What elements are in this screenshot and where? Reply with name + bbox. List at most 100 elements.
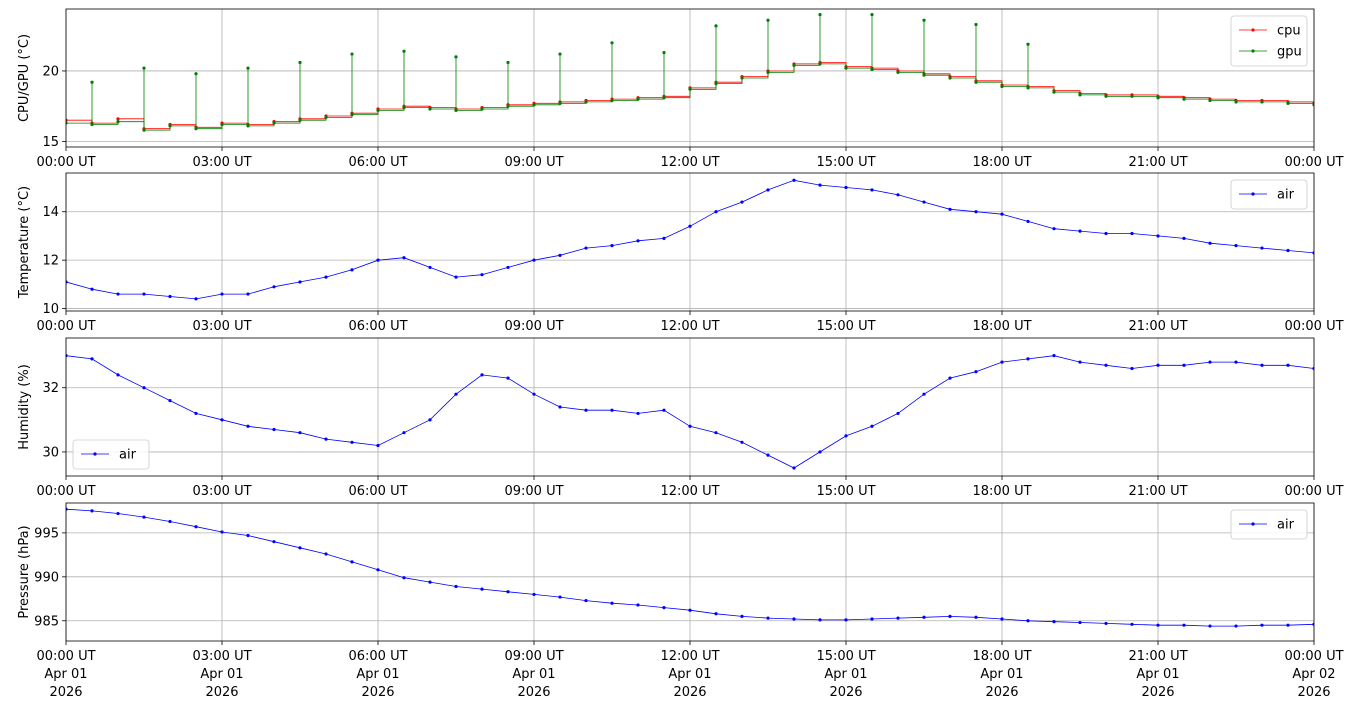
x-tick-label: 09:00 UT [504,319,563,334]
x-tick-label: 00:00 UT [36,319,95,334]
data-point-air [688,424,692,428]
data-point-air [818,618,822,622]
spike-point [298,60,302,65]
data-point-air [974,210,978,214]
spike-point [818,13,822,17]
y-tick-label: 30 [42,445,59,460]
x-tick-label: 00:00 UT [1284,155,1343,170]
spike-point [610,41,614,45]
data-point-gpu [272,121,276,125]
x-tick-date-label: Apr 01 [980,667,1023,682]
data-point-gpu [1104,94,1108,98]
data-point-air [1286,623,1290,627]
data-point-air [870,617,874,621]
data-point-air [922,200,926,204]
x-tick-label: 00:00 UT [36,649,95,664]
data-point-air [168,294,172,299]
data-point-air [1156,623,1160,627]
data-point-air [1104,621,1108,626]
legend-label: gpu [1277,45,1302,60]
data-point-gpu [688,87,692,91]
series-group [66,507,1314,628]
data-point-air [662,236,666,240]
series-group [66,354,1314,470]
legend-box [1230,179,1308,210]
y-tick-label: 10 [42,302,59,317]
legend-label: air [1277,518,1295,533]
data-point-gpu [1234,100,1238,104]
data-point-air [116,511,120,516]
x-tick-date-label: Apr 01 [200,667,243,682]
x-tick-label: 15:00 UT [816,319,875,334]
data-point-air [636,239,640,243]
data-point-air [818,183,822,187]
data-point-air [350,440,354,444]
data-point-gpu [1078,93,1082,97]
data-point-gpu [740,76,744,80]
data-point-gpu [844,66,848,70]
x-tick-label: 15:00 UT [816,649,875,664]
data-point-air [974,370,978,374]
x-tick-date-label: Apr 01 [356,667,399,682]
data-point-air [298,546,302,550]
data-point-air [1260,363,1264,367]
spike-point [90,80,94,84]
data-point-air [324,437,328,441]
x-tick-label: 00:00 UT [1284,649,1343,664]
x-tick-label: 00:00 UT [36,155,95,170]
data-point-air [818,450,822,454]
x-tick-year-label: 2026 [1141,685,1174,700]
spike-point [714,24,718,28]
data-point-gpu [792,63,796,67]
x-tick-date-label: Apr 01 [44,667,87,682]
x-tick-label: 03:00 UT [192,484,251,499]
data-point-air [922,615,926,619]
data-point-air [142,386,146,390]
data-point-air [168,519,172,524]
data-point-air [1208,624,1212,628]
data-point-air [350,560,354,564]
data-point-air [220,418,224,422]
data-point-air [454,392,458,396]
legend: air [72,439,150,470]
data-point-air [376,568,380,572]
data-point-air [506,590,510,594]
x-tick-label: 00:00 UT [36,484,95,499]
data-point-air [506,376,510,380]
data-point-air [1026,619,1030,623]
x-tick-label: 18:00 UT [972,155,1031,170]
data-point-air [324,275,328,279]
data-point-air [1078,360,1082,364]
data-point-air [1156,234,1160,238]
data-point-air [480,273,484,277]
data-point-air [116,373,120,377]
x-tick-date-label: Apr 02 [1292,667,1335,682]
legend-label: air [119,448,137,463]
x-tick-label: 12:00 UT [660,649,719,664]
data-point-air [1000,617,1004,621]
data-point-air [1104,363,1108,367]
data-point-air [844,618,848,622]
data-point-air [1026,219,1030,224]
data-point-air [740,614,744,618]
data-point-air [662,605,666,610]
data-point-gpu [428,107,432,111]
data-point-air [532,258,536,262]
x-tick-label: 03:00 UT [192,155,251,170]
x-tick-date-label: Apr 01 [668,667,711,682]
data-point-air [792,178,796,182]
x-tick-label: 03:00 UT [192,649,251,664]
data-point-air [1234,360,1238,364]
data-point-air [142,515,146,519]
legend-swatch-marker [93,452,97,456]
data-point-air [1286,363,1290,367]
data-point-air [1156,363,1160,367]
data-point-air [974,615,978,619]
legend: air [1230,179,1308,210]
spike-point [974,22,978,27]
data-point-air [1182,236,1186,240]
y-axis-label: Humidity (%) [17,364,32,450]
data-point-air [740,440,744,444]
y-axis-label: Temperature (°C) [17,186,32,299]
x-tick-label: 21:00 UT [1128,484,1187,499]
